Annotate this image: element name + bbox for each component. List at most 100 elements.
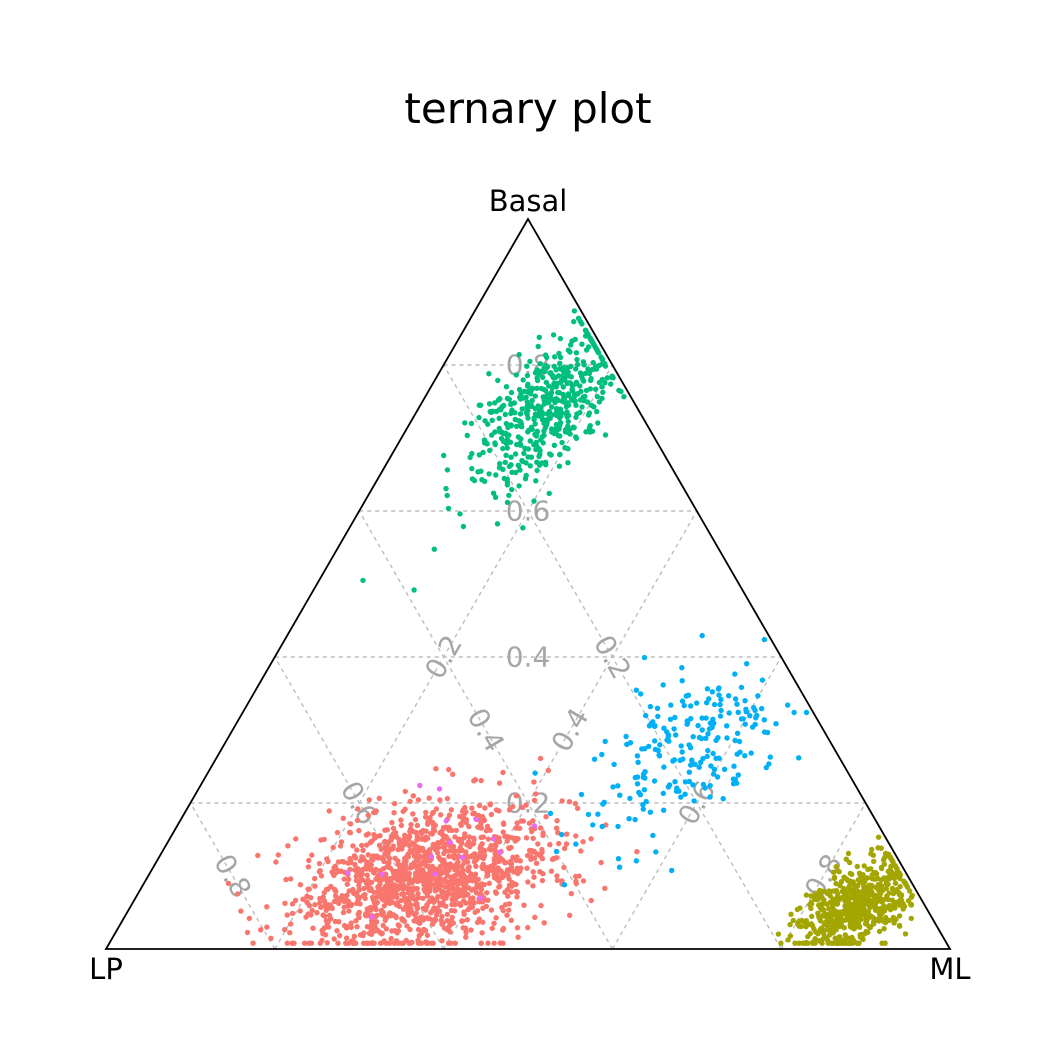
data-point xyxy=(454,885,460,892)
data-point xyxy=(492,850,498,857)
data-point xyxy=(446,766,452,773)
data-point xyxy=(510,854,516,860)
data-point xyxy=(374,927,380,933)
data-point xyxy=(535,343,541,350)
data-point xyxy=(518,423,524,429)
data-point xyxy=(881,861,887,867)
data-point xyxy=(504,887,511,893)
data-point xyxy=(506,492,512,499)
data-point xyxy=(466,834,473,840)
data-point xyxy=(225,880,232,887)
data-point xyxy=(373,808,379,814)
data-point xyxy=(516,483,522,489)
data-point xyxy=(735,772,741,778)
data-point xyxy=(574,361,581,368)
data-point xyxy=(633,858,640,864)
data-point xyxy=(491,857,498,863)
data-point xyxy=(837,940,844,946)
data-point xyxy=(587,386,593,392)
data-point xyxy=(407,798,413,805)
data-point xyxy=(449,914,455,921)
data-point xyxy=(599,384,605,390)
data-point xyxy=(837,883,843,889)
data-point xyxy=(871,858,877,865)
data-point xyxy=(381,903,387,909)
data-point xyxy=(493,890,499,896)
data-point xyxy=(633,687,640,693)
data-point xyxy=(862,909,868,915)
data-point xyxy=(337,932,343,939)
data-point xyxy=(672,714,678,721)
data-point xyxy=(428,854,434,860)
data-point xyxy=(650,832,656,839)
data-point xyxy=(690,734,696,740)
data-point xyxy=(602,363,609,369)
data-point xyxy=(532,421,538,427)
data-point xyxy=(527,438,533,444)
data-point xyxy=(537,755,544,762)
tick-label-lp: 0.8 xyxy=(207,848,258,903)
data-point xyxy=(409,939,415,946)
data-point xyxy=(551,363,557,370)
data-point xyxy=(432,871,438,877)
data-point xyxy=(496,780,503,786)
data-point xyxy=(542,387,549,394)
data-point xyxy=(850,911,857,917)
data-point xyxy=(316,860,323,867)
data-point xyxy=(715,686,722,692)
data-point xyxy=(440,857,446,864)
data-point xyxy=(385,853,391,859)
data-point xyxy=(522,476,529,482)
data-point xyxy=(368,931,375,937)
data-point xyxy=(354,924,360,930)
data-point xyxy=(635,759,641,765)
data-point xyxy=(362,895,368,902)
data-point xyxy=(497,883,503,889)
data-point xyxy=(591,756,598,762)
data-point xyxy=(475,812,482,819)
data-point xyxy=(558,410,565,416)
data-point xyxy=(536,334,542,340)
data-point xyxy=(471,810,477,816)
data-point xyxy=(557,451,563,458)
data-point xyxy=(402,867,408,873)
data-point xyxy=(471,477,478,484)
data-point xyxy=(853,891,859,897)
data-point xyxy=(859,936,866,942)
data-point xyxy=(502,833,508,840)
data-point xyxy=(694,700,700,706)
data-point xyxy=(453,827,459,834)
data-point xyxy=(515,434,522,440)
data-point xyxy=(721,766,728,772)
data-point xyxy=(554,873,560,879)
data-point xyxy=(873,907,879,914)
data-point xyxy=(888,856,895,863)
data-point xyxy=(407,828,413,835)
data-point xyxy=(559,878,565,884)
data-point xyxy=(410,811,416,817)
data-point xyxy=(508,462,514,468)
data-point xyxy=(273,859,279,865)
data-point xyxy=(854,898,861,904)
data-point xyxy=(344,892,350,898)
data-point xyxy=(525,415,531,421)
data-point xyxy=(669,867,675,874)
data-point xyxy=(626,816,632,822)
data-point xyxy=(749,724,756,730)
data-point xyxy=(441,876,448,883)
data-point xyxy=(732,671,738,677)
data-point xyxy=(461,860,467,866)
data-point xyxy=(477,825,483,831)
data-point xyxy=(515,934,521,940)
data-point xyxy=(324,856,330,862)
data-point xyxy=(406,870,413,877)
data-point xyxy=(711,766,718,773)
data-point xyxy=(821,897,827,903)
data-point xyxy=(351,867,358,873)
data-point xyxy=(655,747,661,754)
data-point xyxy=(537,825,544,831)
data-point xyxy=(815,890,821,896)
data-point xyxy=(557,420,564,426)
data-point xyxy=(491,875,498,881)
